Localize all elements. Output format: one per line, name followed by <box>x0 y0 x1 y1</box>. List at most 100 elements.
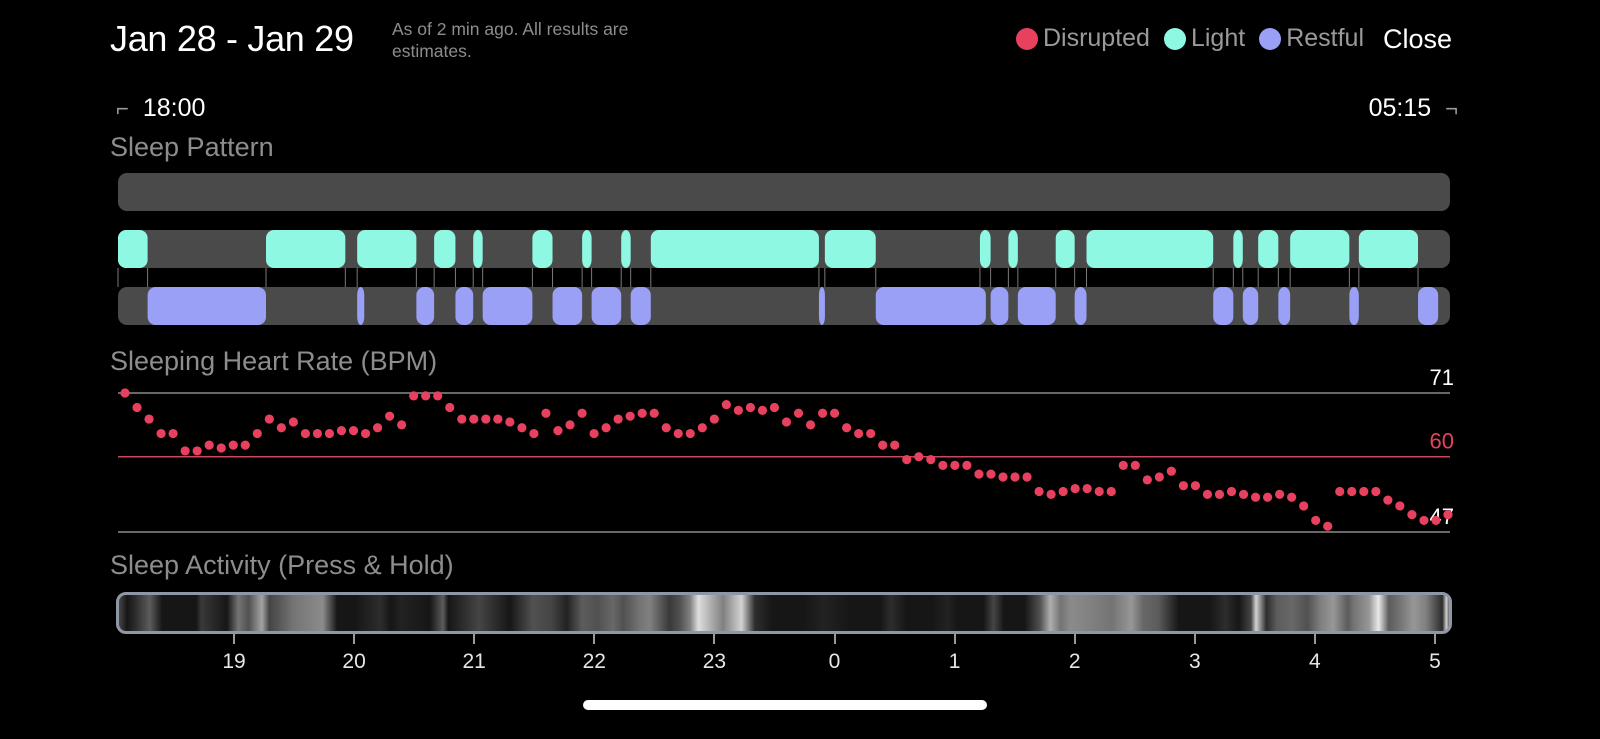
segment-light <box>1258 230 1279 268</box>
segment-restful <box>630 287 651 325</box>
hr-point <box>228 440 238 450</box>
range-end-bracket-icon: ¬ <box>1445 95 1458 121</box>
hr-point <box>457 414 467 424</box>
hr-point <box>1395 501 1405 511</box>
hr-point <box>252 428 262 439</box>
hr-axis-label-60: 60 <box>1430 429 1454 454</box>
hr-point <box>445 402 455 413</box>
segment-light <box>1290 230 1350 268</box>
home-indicator[interactable] <box>583 700 987 710</box>
hr-point <box>505 417 515 427</box>
hr-point <box>493 414 503 424</box>
hr-point <box>481 414 491 424</box>
hr-point <box>589 428 599 439</box>
x-tick-mark <box>1193 634 1196 644</box>
hr-point <box>409 391 419 401</box>
hr-point <box>745 402 756 413</box>
x-tick-mark <box>473 634 476 644</box>
hr-point <box>721 399 731 410</box>
hr-point <box>1154 472 1164 482</box>
segment-light <box>1358 230 1419 268</box>
segment-light <box>979 230 991 268</box>
hr-point <box>938 460 948 470</box>
segment-restful <box>1074 287 1087 325</box>
segment-restful <box>482 287 533 325</box>
x-tick-mark <box>593 634 596 644</box>
x-tick-label: 23 <box>702 650 727 673</box>
segment-restful <box>1278 287 1291 325</box>
segment-restful <box>1017 287 1056 325</box>
segment-light <box>473 230 483 268</box>
x-tick-mark <box>1434 634 1436 644</box>
hr-point <box>733 405 743 415</box>
hr-point <box>1178 481 1188 491</box>
hr-point <box>385 411 395 421</box>
hr-point <box>541 408 551 418</box>
hr-point <box>854 428 864 439</box>
hr-point <box>1287 492 1297 502</box>
segment-light <box>1008 230 1018 268</box>
hr-point <box>962 460 972 470</box>
x-tick-label: 3 <box>1188 650 1201 673</box>
hr-point <box>517 423 527 433</box>
sleep-activity-bar[interactable] <box>116 592 1452 634</box>
hr-point <box>1311 515 1321 526</box>
segment-light <box>1233 230 1243 268</box>
disrupted-dot-icon <box>1015 27 1038 50</box>
segment-light <box>266 230 346 268</box>
hr-point <box>637 408 647 418</box>
segment-restful <box>455 287 474 325</box>
legend-light: Light <box>1163 24 1245 53</box>
hr-point <box>781 417 792 427</box>
hr-point <box>180 446 190 456</box>
hr-point <box>1262 492 1273 502</box>
status-note: As of 2 min ago. All results are estimat… <box>392 19 629 61</box>
segment-restful <box>416 287 435 325</box>
hr-point <box>1238 489 1249 499</box>
hr-point <box>192 446 202 456</box>
hr-point <box>1275 489 1285 499</box>
hr-point <box>529 428 539 439</box>
hr-point <box>360 428 371 439</box>
sleep-pattern-title: Sleep Pattern <box>110 132 274 162</box>
hr-point <box>144 414 154 424</box>
legend-restful-label: Restful <box>1286 24 1364 52</box>
legend: Disrupted Light Restful <box>1015 24 1364 53</box>
hr-point <box>914 452 924 462</box>
hr-point <box>433 391 443 401</box>
hr-point <box>986 469 996 479</box>
hr-point <box>372 423 383 433</box>
hr-point <box>1371 486 1381 497</box>
segment-light <box>621 230 631 268</box>
range-end[interactable]: 05:15 ¬ <box>1369 94 1458 123</box>
hr-point <box>1299 501 1309 511</box>
hr-point <box>1359 486 1369 497</box>
range-start[interactable]: ⌐ 18:00 <box>116 94 205 123</box>
hr-axis-label-71: 71 <box>1430 365 1454 390</box>
hr-point <box>1323 521 1333 531</box>
segment-light <box>1055 230 1075 268</box>
x-tick-mark <box>833 634 836 644</box>
hr-point <box>312 428 323 439</box>
hr-point <box>1034 486 1044 497</box>
hr-point <box>769 402 780 413</box>
x-tick-label: 22 <box>582 650 606 673</box>
hr-point <box>878 440 888 450</box>
hr-point <box>1431 515 1441 526</box>
close-button[interactable]: Close <box>1382 24 1452 54</box>
hr-point <box>649 408 659 418</box>
segment-light <box>357 230 417 268</box>
hr-point <box>1347 486 1357 497</box>
segment-restful <box>591 287 622 325</box>
hr-point <box>890 440 900 450</box>
hr-point <box>902 455 912 465</box>
hr-point <box>1202 489 1213 499</box>
segment-restful <box>147 287 266 325</box>
x-tick-mark <box>1313 634 1316 644</box>
hr-point <box>1118 460 1128 470</box>
hr-point <box>793 408 804 418</box>
hr-point <box>469 414 479 424</box>
segment-restful <box>1349 287 1359 325</box>
hr-point <box>805 420 816 430</box>
